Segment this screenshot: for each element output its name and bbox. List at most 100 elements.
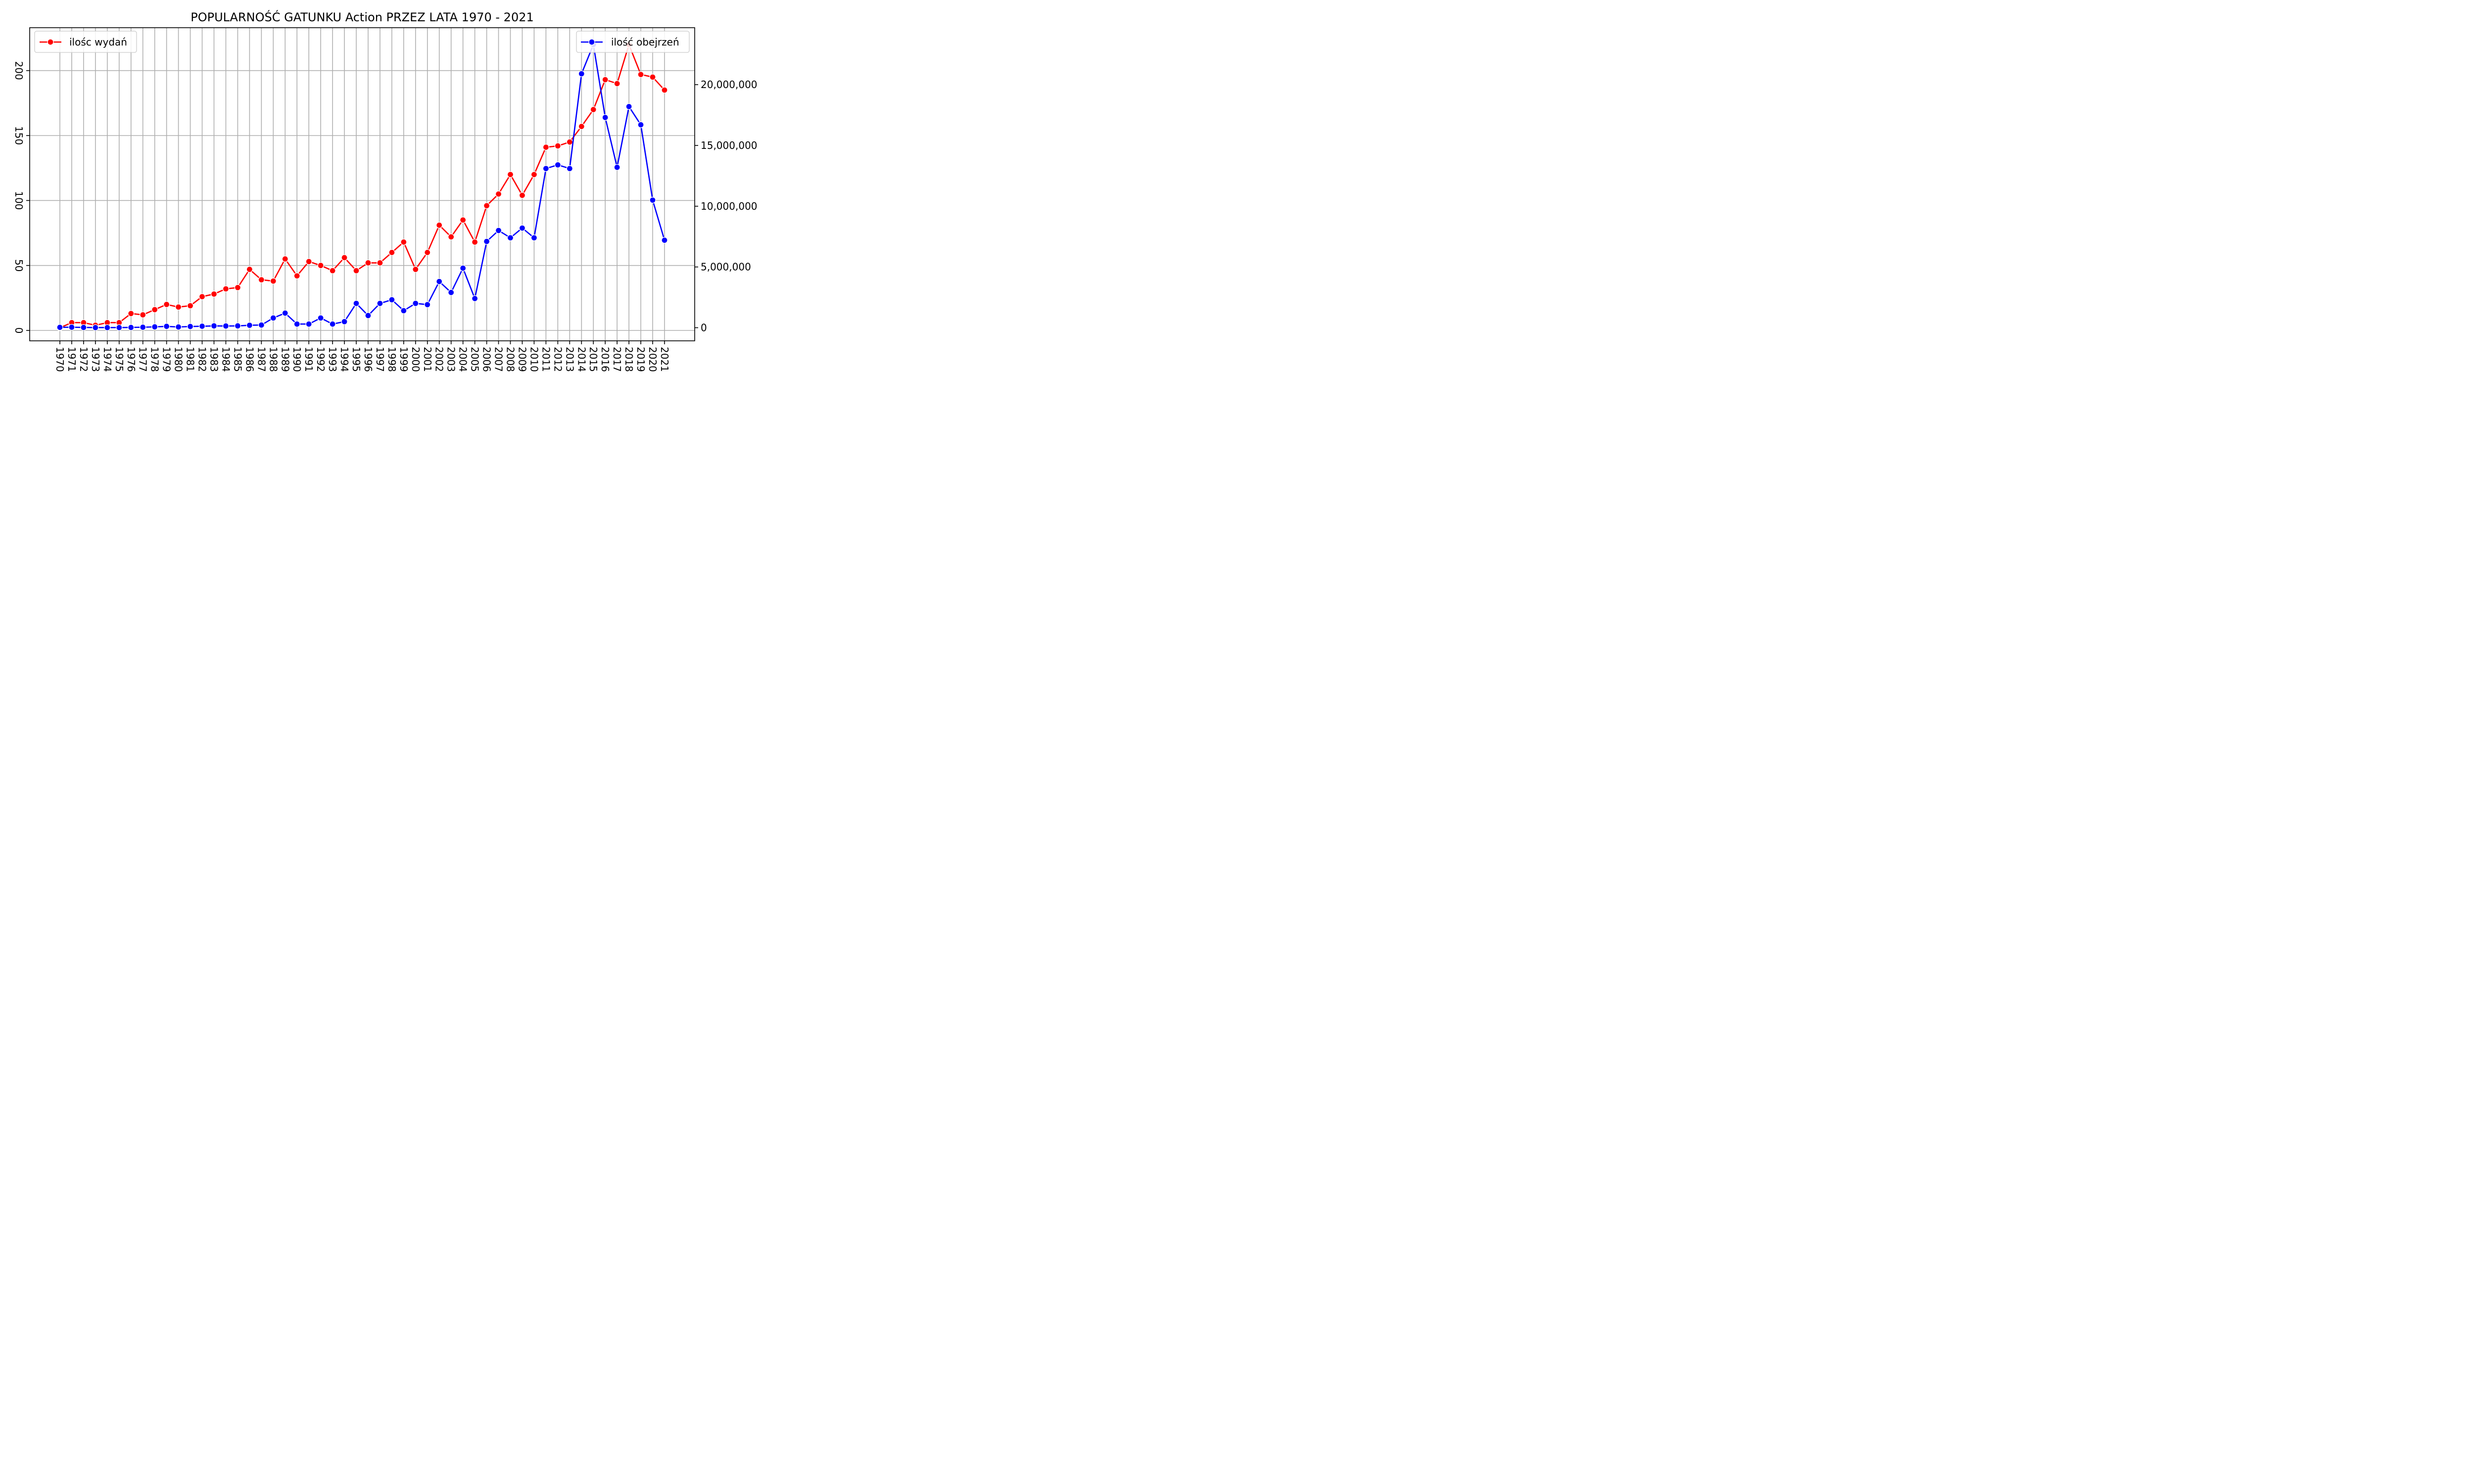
ilosc-obejrzen-point — [649, 196, 656, 204]
x-tick-label: 2017 — [611, 347, 623, 372]
ilosc-wydan-point — [317, 262, 324, 269]
ilosc-wydan-point — [649, 74, 656, 81]
x-tick-label: 1989 — [279, 347, 291, 372]
ilosc-obejrzen-point — [471, 295, 478, 302]
ilosc-obejrzen-point — [495, 227, 502, 234]
ilosc-obejrzen-point — [365, 312, 372, 319]
chart-title: POPULARNOŚĆ GATUNKU Action PRZEZ LATA 19… — [190, 9, 534, 24]
ilosc-wydan-point — [365, 259, 372, 267]
x-tick-label: 1995 — [350, 347, 362, 372]
ilosc-obejrzen-point — [542, 165, 550, 172]
ilosc-wydan-point — [140, 311, 146, 319]
x-tick-label: 2000 — [410, 347, 422, 372]
x-tick-label: 2018 — [623, 347, 635, 372]
x-tick-label: 1999 — [398, 347, 410, 372]
chart: 0 50 100 150 200 0 5,000,000 10,000,000 15,000,… — [0, 0, 776, 388]
ilosc-wydan-point — [614, 80, 620, 87]
ilosc-wydan-point — [471, 238, 478, 246]
left-tick-label: 0 — [13, 327, 25, 334]
x-tick-label: 1972 — [78, 347, 90, 372]
ilosc-wydan-point — [187, 302, 194, 309]
legend-right-label: ilość obejrzeń — [611, 36, 679, 48]
x-tick-label: 2005 — [469, 347, 481, 372]
ilosc-obejrzen-point — [140, 324, 146, 331]
x-tick-label: 1998 — [386, 347, 398, 372]
ilosc-obejrzen-point — [80, 324, 87, 331]
ilosc-obejrzen-point — [353, 300, 360, 307]
ilosc-wydan-point — [329, 267, 336, 274]
ilosc-obejrzen-point — [329, 321, 336, 327]
x-tick-label: 2014 — [575, 347, 587, 372]
ilosc-wydan-point — [198, 293, 206, 300]
ilosc-obejrzen-point — [258, 322, 265, 328]
x-axis: 1970 1971 1972 1973 1974 1975 1976 1977 1978 1979… — [54, 341, 670, 372]
left-tick-label: 100 — [13, 191, 25, 210]
grid — [30, 28, 695, 341]
ilosc-obejrzen-point — [530, 234, 538, 241]
x-tick-label: 2002 — [433, 347, 445, 372]
ilosc-obejrzen-point — [210, 323, 218, 329]
ilosc-wydan-point — [305, 258, 312, 265]
ilosc-wydan-point — [388, 249, 395, 256]
ilosc-obejrzen-point — [412, 300, 419, 307]
x-tick-label: 2011 — [540, 347, 552, 372]
x-tick-label: 2007 — [493, 347, 505, 372]
ilosc-obejrzen-point — [400, 307, 407, 314]
x-tick-label: 2008 — [505, 347, 517, 372]
ilosc-obejrzen-point — [128, 324, 135, 331]
right-tick-label: 15,000,000 — [701, 139, 758, 151]
ilosc-wydan-point — [566, 139, 573, 145]
left-tick-label: 50 — [13, 259, 25, 272]
legend-left-label: ilośc wydań — [69, 36, 127, 48]
series-ilosc-obejrzen — [56, 41, 668, 331]
ilosc-obejrzen-point — [507, 234, 514, 241]
x-tick-label: 1992 — [315, 347, 327, 372]
x-tick-label: 1993 — [327, 347, 338, 372]
x-tick-label: 2006 — [481, 347, 493, 372]
ilosc-wydan-point — [258, 276, 265, 283]
x-tick-label: 1978 — [149, 347, 161, 372]
x-tick-label: 1997 — [374, 347, 386, 372]
ilosc-wydan-point — [637, 71, 644, 78]
ilosc-wydan-point — [175, 304, 182, 311]
x-tick-label: 1975 — [113, 347, 125, 372]
ilosc-wydan-point — [460, 217, 467, 224]
x-tick-label: 2019 — [635, 347, 647, 372]
ilosc-wydan-point — [293, 273, 300, 279]
ilosc-obejrzen-point — [661, 236, 668, 244]
x-tick-label: 2001 — [422, 347, 433, 372]
x-tick-label: 1977 — [137, 347, 149, 372]
x-tick-label: 1974 — [101, 347, 113, 372]
x-tick-label: 2013 — [564, 347, 575, 372]
legend-right: ilość obejrzeń — [576, 31, 690, 53]
ilosc-obejrzen-point — [68, 324, 75, 331]
ilosc-obejrzen-point — [104, 324, 111, 331]
ilosc-obejrzen-point — [151, 324, 158, 330]
ilosc-obejrzen-point — [270, 315, 277, 322]
right-tick-label: 20,000,000 — [701, 79, 758, 91]
ilosc-wydan-point — [554, 142, 562, 149]
ilosc-wydan-point — [412, 266, 419, 273]
legend-right-marker — [588, 39, 595, 46]
x-tick-label: 1981 — [185, 347, 196, 372]
ilosc-wydan-point — [353, 267, 360, 274]
ilosc-wydan-point — [661, 87, 668, 93]
ilosc-obejrzen-point — [305, 321, 312, 327]
ilosc-obejrzen-point — [388, 296, 395, 303]
left-tick-label: 200 — [13, 61, 25, 80]
ilosc-wydan-point — [210, 290, 218, 298]
ilosc-obejrzen-point — [448, 289, 455, 296]
ilosc-wydan-point — [436, 222, 443, 229]
ilosc-obejrzen-point — [483, 238, 490, 245]
x-tick-label: 2015 — [587, 347, 599, 372]
ilosc-obejrzen-point — [198, 323, 206, 330]
x-tick-label: 2003 — [445, 347, 457, 372]
x-tick-label: 1991 — [303, 347, 315, 372]
ilosc-obejrzen-point — [163, 323, 170, 330]
x-tick-label: 1971 — [66, 347, 78, 372]
ilosc-obejrzen-point — [436, 278, 443, 285]
ilosc-obejrzen-point — [282, 310, 288, 317]
ilosc-wydan-point — [377, 259, 383, 267]
ilosc-wydan-point — [270, 278, 277, 284]
ilosc-wydan-point — [519, 192, 526, 199]
